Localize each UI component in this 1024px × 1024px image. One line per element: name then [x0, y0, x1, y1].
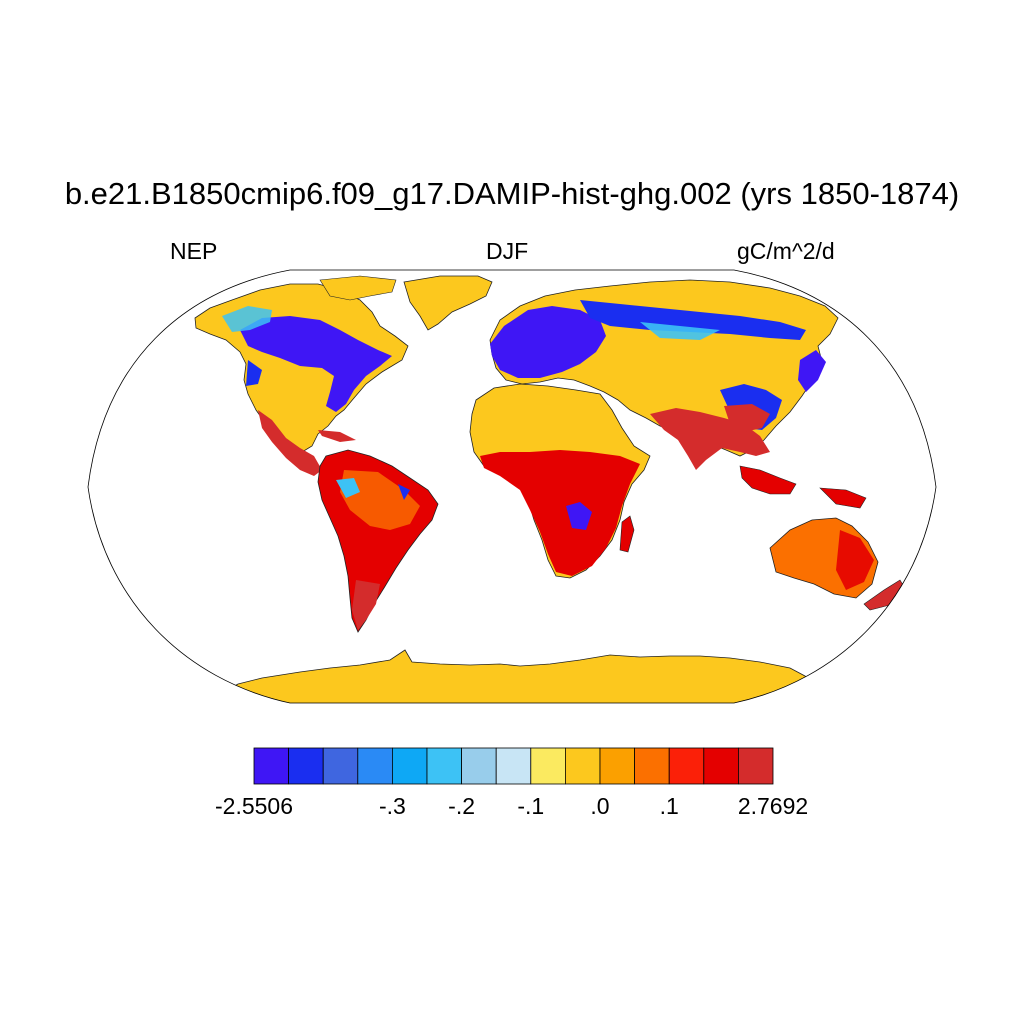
colorbar-tick-label: -.1 [517, 793, 545, 819]
colorbar-swatch-5 [426, 747, 462, 785]
siberia-light-blue [640, 322, 720, 340]
patagonia-red [352, 580, 380, 630]
africa-red [480, 450, 640, 576]
madagascar [619, 515, 635, 553]
map-content [194, 275, 907, 703]
indonesia [739, 465, 797, 495]
colorbar-swatch-4 [391, 747, 428, 785]
map-outline [87, 269, 937, 704]
antarctica-land [199, 649, 831, 703]
north-america-light-blue [222, 306, 272, 332]
korea-japan-blue [798, 350, 826, 392]
colorbar-swatch-2 [322, 747, 359, 785]
colorbar-tick-label: 2.7692 [737, 793, 809, 819]
colorbar-tick-label: -2.5506 [214, 793, 294, 819]
colorbar-tick-label: -.2 [448, 793, 476, 819]
north-america-blue-west [246, 360, 262, 386]
africa-blue-spots [566, 502, 592, 530]
colorbar-swatch-8 [530, 747, 566, 785]
colorbar-swatch-6 [461, 747, 497, 785]
australia-red [836, 530, 874, 590]
south-america-blue-2 [398, 484, 410, 500]
colorbar-swatch-12 [668, 747, 705, 785]
colorbar-swatch-7 [495, 747, 532, 785]
units-label: gC/m^2/d [737, 238, 835, 264]
colorbar-swatch-10 [599, 747, 635, 785]
plot-title: b.e21.B1850cmip6.f09_g17.DAMIP-hist-ghg.… [64, 176, 960, 211]
colorbar-swatch-11 [634, 747, 670, 785]
variable-label: NEP [170, 238, 218, 264]
colorbar-tick-label: .0 [590, 793, 610, 819]
colorbar-swatch-0 [253, 747, 289, 785]
new-guinea [819, 487, 867, 509]
north-america-blue [240, 316, 392, 412]
colorbar-swatch-14 [738, 747, 774, 785]
arctic-islands [319, 275, 397, 301]
colorbar-swatch-1 [288, 747, 324, 785]
greenland-land [403, 275, 493, 331]
colorbar [253, 747, 774, 785]
colorbar-swatch-3 [357, 747, 393, 785]
europe-blue [490, 306, 606, 378]
colorbar-swatch-13 [703, 747, 739, 785]
season-label: DJF [486, 238, 529, 264]
south-america-blue [336, 478, 360, 498]
colorbar-swatch-9 [565, 747, 601, 785]
colorbar-tick-label: .1 [659, 793, 679, 819]
central-america-red [258, 410, 322, 476]
china-south-red [724, 404, 770, 432]
caribbean-islands [318, 430, 356, 442]
russia-blue-band [580, 300, 806, 340]
colorbar-tick-label: -.3 [378, 793, 406, 819]
south-america-orange [340, 470, 420, 530]
